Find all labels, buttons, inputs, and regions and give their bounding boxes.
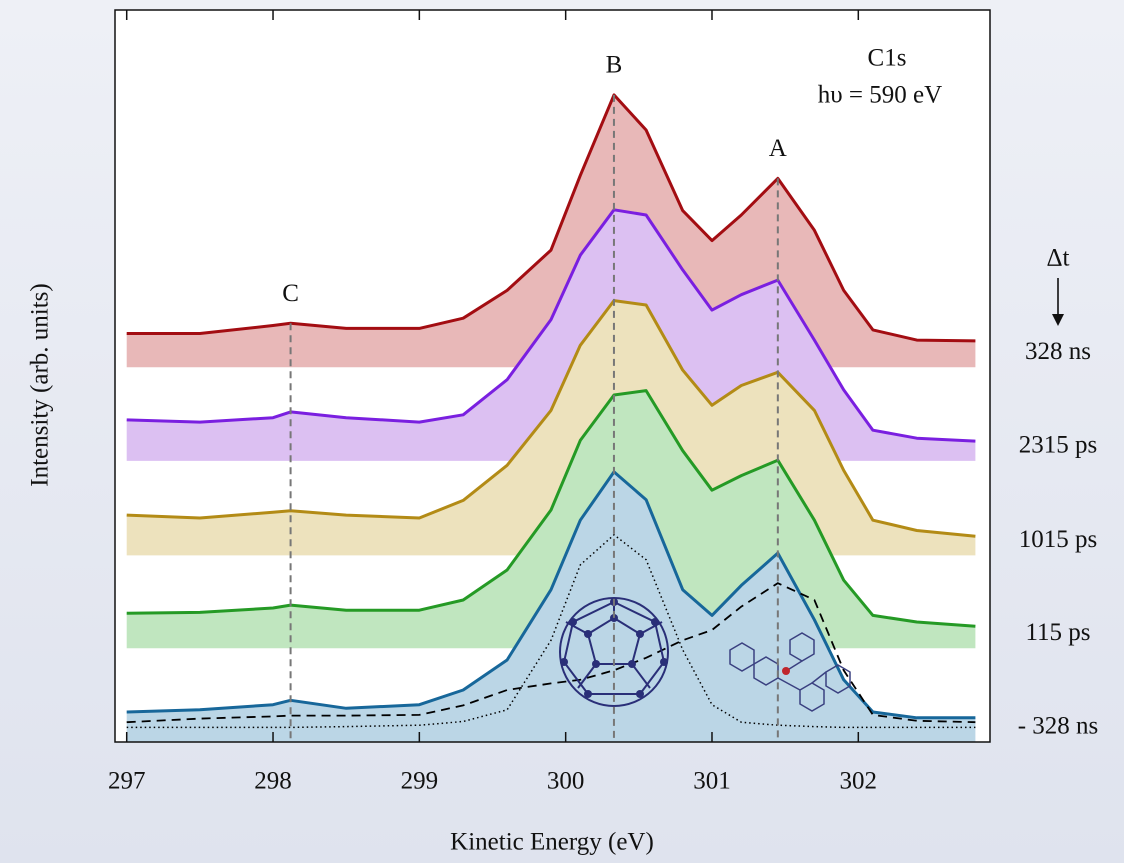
legend-label: - 328 ns <box>1018 713 1099 740</box>
delta-label: Δt <box>1046 245 1069 272</box>
legend-label: 2315 ps <box>1019 432 1097 459</box>
y-axis-label: Intensity (arb. units) <box>27 283 54 486</box>
annotation: hυ = 590 eV <box>818 82 942 109</box>
x-tick-label: 301 <box>693 768 731 795</box>
peak-label: A <box>769 135 787 162</box>
x-tick-label: 298 <box>254 768 292 795</box>
annotation: C1s <box>868 45 907 72</box>
x-tick-label: 300 <box>547 768 585 795</box>
peak-label: C <box>282 280 299 307</box>
x-tick-label: 299 <box>401 768 439 795</box>
legend-label: 1015 ps <box>1019 526 1097 553</box>
page: {"chart_data": { "type": "line", "x_labe… <box>0 0 1124 863</box>
x-tick-label: 297 <box>108 768 146 795</box>
legend-label: 328 ns <box>1025 338 1091 365</box>
legend-label: 115 ps <box>1025 619 1090 646</box>
x-axis-label: Kinetic Energy (eV) <box>450 829 654 856</box>
chart: C1s hυ = 590 eV Δt Kinetic Energy (eV) I… <box>0 0 1124 863</box>
peak-label: B <box>606 52 623 79</box>
x-tick-label: 302 <box>840 768 878 795</box>
